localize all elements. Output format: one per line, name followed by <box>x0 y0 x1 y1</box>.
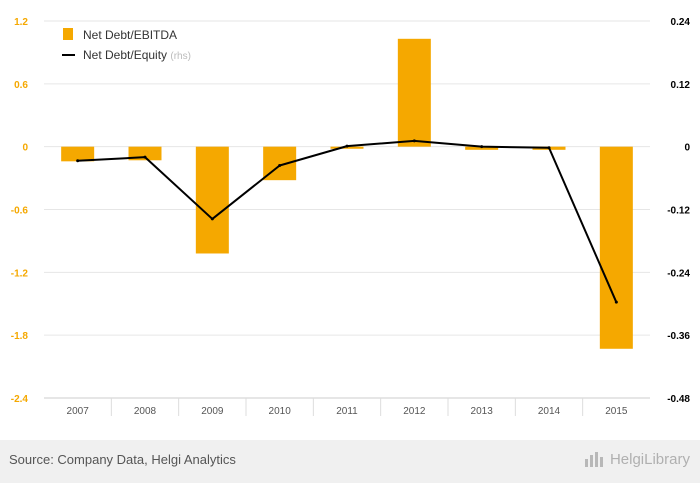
source-text: Source: Company Data, Helgi Analytics <box>9 452 236 467</box>
line-point-2008 <box>143 155 147 159</box>
bar-2007 <box>61 146 95 162</box>
legend-bar-label: Net Debt/EBITDA <box>83 28 177 42</box>
net-debt-equity-line <box>77 139 618 303</box>
chart-svg: 1.2 0.6 0 -0.6 -1.2 -1.8 -2.4 0.24 0.12 0 -0.12 -0.… <box>11 17 691 417</box>
bar-2012 <box>397 38 431 147</box>
brand-text: HelgiLibrary <box>609 450 690 468</box>
y-left-tick-label: -1.2 <box>11 268 29 279</box>
footer: Source: Company Data, Helgi Analytics He… <box>0 440 700 483</box>
bar-2011 <box>330 146 364 149</box>
y-left-tick-label: 0 <box>22 143 28 154</box>
line-point-2014 <box>547 146 551 150</box>
y-right-tick-label: 0.24 <box>671 17 691 28</box>
legend-bar-swatch <box>63 28 73 40</box>
y-left-tick-label: -2.4 <box>11 394 29 405</box>
y-right-tick-label: -0.36 <box>667 331 690 342</box>
y-right-tick-label: -0.12 <box>667 206 690 217</box>
x-tick-label: 2009 <box>201 406 224 417</box>
x-tick-label: 2014 <box>538 406 561 417</box>
legend-rhs-suffix: (rhs) <box>170 51 191 62</box>
bar-2009 <box>195 146 229 254</box>
x-tick-label: 2008 <box>134 406 157 417</box>
bar-2013 <box>465 146 499 150</box>
legend-line-label: Net Debt/Equity (rhs) <box>83 48 191 62</box>
line-point-2013 <box>480 145 484 149</box>
line-point-2011 <box>345 144 349 148</box>
bar-2015 <box>599 146 633 349</box>
x-tick-label: 2011 <box>336 406 358 417</box>
line-point-2015 <box>614 300 618 304</box>
line-point-2010 <box>278 164 282 168</box>
x-tick-label: 2012 <box>403 406 426 417</box>
x-tick-label: 2013 <box>471 406 494 417</box>
x-tick-label: 2015 <box>605 406 628 417</box>
y-right-tick-label: 0 <box>684 143 690 154</box>
line-point-2009 <box>210 217 214 221</box>
y-left-tick-label: 1.2 <box>14 17 28 28</box>
y-left-tick-label: -0.6 <box>11 206 29 217</box>
bar-chart-icon <box>584 452 603 467</box>
line-point-2007 <box>76 159 80 163</box>
y-right-tick-label: -0.24 <box>667 268 690 279</box>
y-left-tick-label: 0.6 <box>14 80 28 91</box>
x-tick-label: 2007 <box>67 406 90 417</box>
y-left-tick-label: -1.8 <box>11 331 29 342</box>
y-right-tick-label: 0.12 <box>671 80 691 91</box>
x-tick-label: 2010 <box>269 406 292 417</box>
line-point-2012 <box>412 139 416 143</box>
brand-logo: HelgiLibrary <box>584 450 690 468</box>
y-right-tick-label: -0.48 <box>667 394 690 405</box>
